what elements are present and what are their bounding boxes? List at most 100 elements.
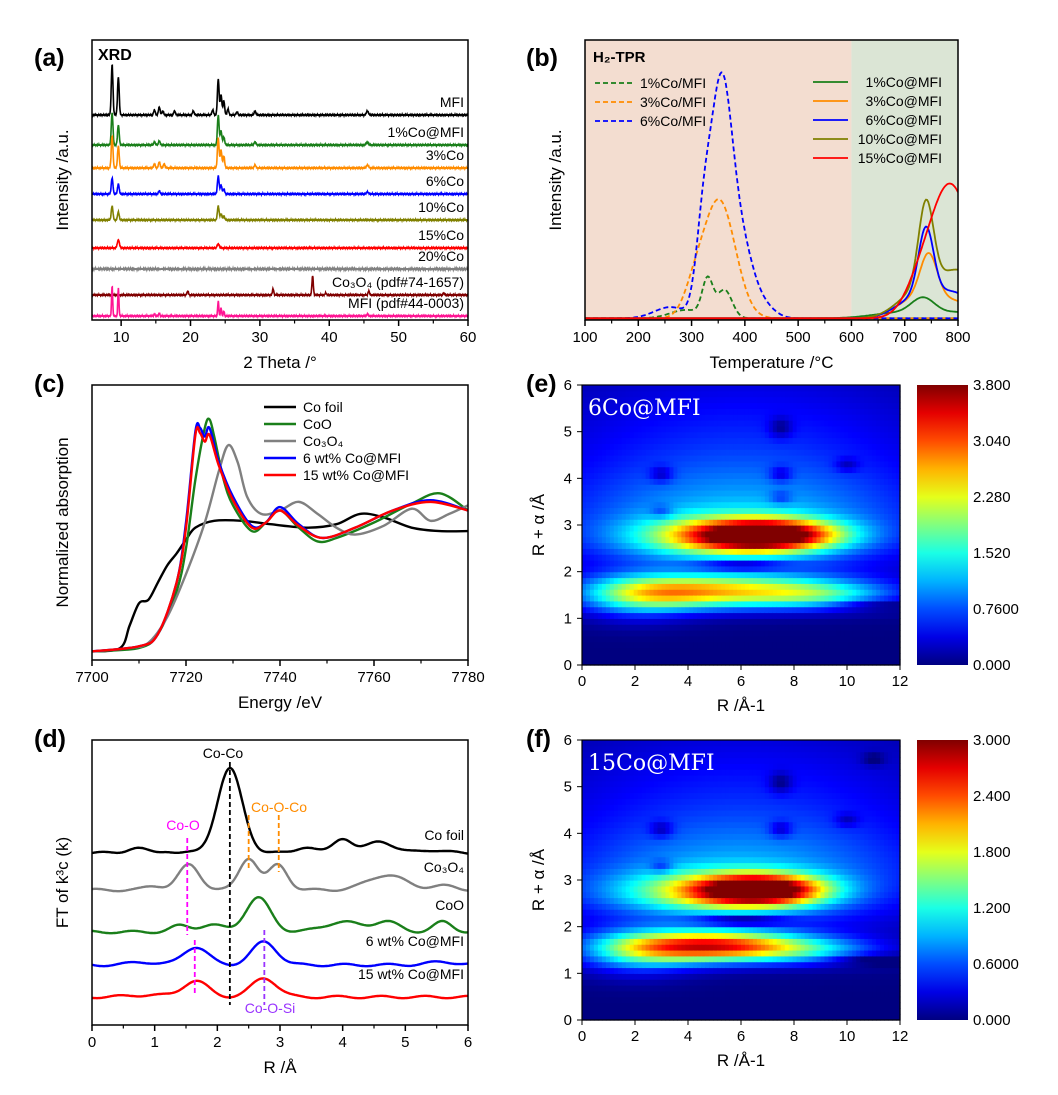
heatmap-cell [617, 973, 623, 980]
heatmap-cell [613, 845, 619, 852]
heatmap-cell [641, 961, 647, 969]
heatmap-cell [693, 414, 698, 421]
heatmap-cell [693, 624, 698, 631]
heatmap-cell [589, 845, 595, 852]
heatmap-cell [597, 390, 603, 398]
heatmap-cell [768, 565, 774, 573]
heatmap-cell [741, 548, 746, 555]
heatmap-cell [657, 548, 663, 555]
heatmap-cell [792, 484, 798, 491]
heatmap-cell [768, 647, 774, 654]
heatmap-cell [816, 606, 822, 614]
heatmap-cell [760, 653, 766, 660]
heatmap-cell [582, 1014, 587, 1021]
heatmap-cell [593, 653, 599, 660]
heatmap-cell [593, 618, 599, 625]
heatmap-cell [748, 525, 754, 532]
heatmap-cell [637, 996, 643, 1004]
heatmap-cell [617, 1014, 623, 1021]
heatmap-cell [677, 437, 682, 444]
heatmap-cell [637, 850, 643, 858]
heatmap-cell [788, 420, 794, 427]
heatmap-cell [637, 938, 643, 945]
heatmap-cell [601, 967, 607, 974]
heatmap-cell [597, 437, 603, 444]
heatmap-cell [645, 641, 651, 649]
heatmap-cell [832, 460, 837, 468]
heatmap-cell [752, 396, 758, 404]
heatmap-cell [641, 443, 647, 450]
heatmap-cell [625, 490, 631, 497]
heatmap-cell [800, 635, 806, 643]
heatmap-cell [780, 647, 786, 654]
heatmap-cell [848, 385, 853, 392]
heatmap-cell [585, 402, 591, 409]
heatmap-cell [701, 653, 706, 660]
heatmap-cell [689, 402, 694, 409]
xrd-series-line [92, 134, 468, 172]
xrd-series-line [92, 275, 468, 299]
heatmap-cell [582, 472, 587, 479]
heatmap-cell [729, 425, 734, 433]
heatmap-cell [601, 396, 607, 404]
heatmap-cell [637, 536, 643, 544]
heatmap-cell [780, 490, 786, 497]
heatmap-cell [772, 536, 778, 544]
heatmap-cell [673, 460, 678, 468]
heatmap-cell [609, 548, 615, 555]
heatmap-cell [673, 495, 678, 503]
heatmap-cell [713, 659, 718, 666]
heatmap-cell [768, 431, 774, 439]
heatmap-cell [892, 583, 897, 590]
heatmap-cell [788, 536, 794, 544]
heatmap-cell [876, 396, 881, 404]
heatmap-cell [721, 600, 726, 608]
heatmap-cell [633, 583, 639, 590]
heatmap-cell [808, 414, 814, 421]
heatmap-cell [693, 554, 698, 561]
heatmap-cell [784, 484, 790, 491]
heatmap-cell [585, 1008, 591, 1015]
heatmap-cell [685, 402, 690, 409]
heatmap-cell [625, 460, 631, 468]
heatmap-cell [641, 478, 647, 485]
heatmap-cell [597, 396, 603, 404]
heatmap-cell [824, 460, 830, 468]
heatmap-cell [629, 460, 635, 468]
heatmap-cell [582, 961, 587, 969]
heatmap-cell [752, 495, 758, 503]
heatmap-cell [860, 420, 865, 427]
heatmap-cell [637, 624, 643, 631]
heatmap-cell [593, 751, 599, 759]
heatmap-cell [868, 420, 873, 427]
heatmap-cell [800, 420, 806, 427]
heatmap-cell [633, 437, 639, 444]
heatmap-cell [653, 583, 659, 590]
heatmap-cell [613, 612, 619, 619]
heatmap-cell [657, 501, 663, 509]
heatmap-cell [661, 414, 667, 421]
heatmap-cell [717, 583, 722, 590]
heatmap-cell [844, 478, 849, 485]
heatmap-cell [721, 437, 726, 444]
heatmap-cell [637, 659, 643, 666]
heatmap-cell [788, 635, 794, 643]
heatmap-cell [756, 408, 762, 415]
heatmap-cell [633, 565, 639, 573]
heatmap-cell [701, 577, 706, 584]
heatmap-cell [641, 396, 647, 404]
heatmap-cell [609, 874, 615, 881]
heatmap-cell [796, 525, 802, 532]
heatmap-cell [737, 554, 742, 561]
heatmap-cell [681, 490, 686, 497]
heatmap-cell [737, 653, 742, 660]
heatmap-cell [681, 583, 686, 590]
heatmap-cell [625, 798, 631, 805]
heatmap-cell [689, 519, 694, 526]
heatmap-cell [597, 536, 603, 544]
heatmap-cell [582, 839, 587, 846]
heatmap-cell [617, 810, 623, 817]
heatmap-cell [824, 583, 830, 590]
heatmap-cell [748, 536, 754, 544]
heatmap-cell [844, 449, 849, 456]
